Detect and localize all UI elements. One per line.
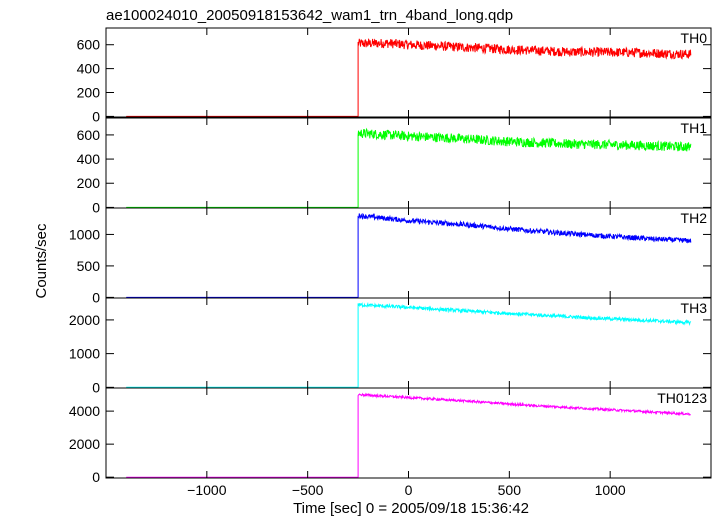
y-tick-label: 400	[77, 61, 101, 77]
y-tick-label: 400	[77, 151, 101, 167]
panel-th2: 0 500 1000 TH2	[69, 207, 712, 305]
y-tick-label: 2000	[69, 436, 100, 452]
panel-label: TH0123	[657, 390, 707, 406]
y-tick-label: 0	[92, 289, 100, 305]
panels-group: 0 200 400 600 TH0 0 200 400 600 TH1 0 500 1000 TH2 0 10…	[69, 27, 712, 498]
x-axis-label: Time [sec] 0 = 2005/09/18 15:36:42	[293, 500, 529, 516]
y-tick-label: 0	[92, 199, 100, 215]
series-line-th2	[126, 212, 692, 298]
panel-th0123: 0 2000 4000 TH0123	[69, 387, 712, 485]
x-tick-label: −1000	[187, 482, 227, 498]
panel-frame	[105, 387, 712, 479]
y-tick-label: 1000	[69, 226, 100, 242]
panel-label: TH0	[681, 30, 708, 46]
x-tick-label: 0	[405, 482, 413, 498]
series-line-th0	[126, 38, 692, 117]
y-tick-label: 200	[77, 175, 101, 191]
series-line-th3	[126, 302, 692, 388]
panel-frame	[105, 117, 712, 209]
y-tick-label: 2000	[69, 312, 100, 328]
y-tick-label: 4000	[69, 403, 100, 419]
y-tick-label: 0	[92, 469, 100, 485]
panel-frame	[105, 297, 712, 389]
y-tick-label: 200	[77, 85, 101, 101]
y-tick-label: 0	[92, 379, 100, 395]
series-line-th0123	[126, 392, 691, 478]
panel-label: TH1	[681, 120, 708, 136]
panel-th1: 0 200 400 600 TH1	[77, 117, 712, 215]
y-tick-label: 600	[77, 37, 101, 53]
x-tick-label: 1000	[595, 482, 626, 498]
panel-label: TH3	[681, 300, 708, 316]
y-axis-label: Counts/sec	[33, 223, 50, 299]
y-tick-label: 0	[92, 108, 100, 124]
panel-th3: 0 1000 2000 TH3	[69, 297, 712, 395]
chart-title: ae100024010_20050918153642_wam1_trn_4ban…	[106, 7, 513, 24]
y-tick-label: 600	[77, 127, 101, 143]
series-line-th1	[126, 127, 692, 208]
panel-frame	[105, 27, 712, 118]
y-tick-label: 500	[77, 258, 101, 274]
x-tick-label: −500	[292, 482, 324, 498]
panel-label: TH2	[681, 210, 708, 226]
panel-th0: 0 200 400 600 TH0	[77, 27, 712, 124]
x-tick-label: 500	[498, 482, 522, 498]
y-tick-label: 1000	[69, 346, 100, 362]
